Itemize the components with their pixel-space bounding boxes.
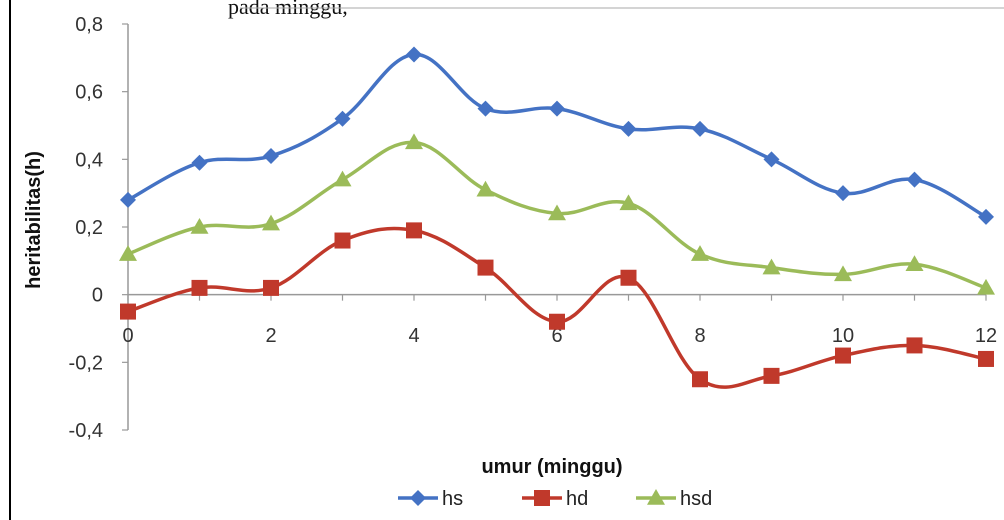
series-hd-point [477, 259, 494, 276]
series-hd-point [549, 313, 565, 330]
legend-label: hsd [680, 488, 712, 510]
x-tick-label: 2 [265, 325, 276, 347]
series-hs-point [978, 208, 994, 225]
y-tick-label: -0,2 [69, 352, 103, 374]
series-hs-point [120, 191, 136, 208]
series-hd-point [406, 222, 422, 239]
series-hsd-point [977, 278, 995, 295]
y-tick-label: 0,2 [75, 217, 103, 239]
y-tick-label: 0,8 [75, 14, 103, 36]
series-hd-point [906, 337, 923, 354]
series-hsd-point [762, 258, 781, 275]
header-fragment: pada minggu, [228, 0, 348, 19]
legend-item-hd: hd [522, 488, 588, 510]
legend-item-hs: hs [398, 488, 463, 510]
x-tick-labels: 0 2 4 6 8 10 12 [122, 325, 997, 347]
series-group [119, 46, 995, 389]
series-hsd-point [405, 133, 423, 150]
series-hsd-point [262, 214, 280, 231]
y-tick-label: 0,6 [75, 82, 103, 104]
series-hsd-point [333, 170, 352, 187]
legend-label: hd [566, 488, 588, 510]
x-tick-label: 8 [694, 325, 705, 347]
series-hs [120, 46, 994, 225]
series-hd-point [692, 371, 708, 388]
series-hd-point [620, 269, 637, 286]
series-hd-point [835, 347, 851, 364]
series-hsd [119, 133, 995, 295]
series-hsd-point [619, 194, 638, 211]
series-hs-point [692, 120, 708, 137]
series-hs-point [263, 147, 279, 164]
series-hsd-point [476, 180, 495, 197]
series-hs-line [127, 52, 987, 219]
series-hs-point [620, 120, 637, 137]
series-hs-point [191, 154, 208, 171]
series-hsd-point [119, 245, 137, 261]
legend: hs hd hsd [398, 488, 712, 510]
series-hsd-point [190, 218, 209, 234]
y-tick-label: 0 [92, 285, 103, 307]
series-hs-point [477, 100, 494, 117]
series-hd-point [978, 350, 994, 367]
series-hd-point [120, 303, 136, 320]
x-tick-label: 12 [975, 325, 997, 347]
y-axis-title: heritabilitas(h) [23, 151, 45, 289]
legend-label: hs [442, 488, 463, 510]
series-hs-point [406, 46, 422, 63]
x-tick-label: 10 [832, 325, 854, 347]
series-hsd-point [548, 204, 566, 221]
series-hs-point [835, 185, 851, 202]
legend-marker [647, 489, 665, 505]
series-hsd-point [691, 245, 709, 261]
series-hd-point [263, 279, 279, 296]
series-hs-point [906, 171, 923, 188]
series-hd-point [763, 367, 780, 384]
series-hs-point [549, 100, 565, 117]
x-tick-label: 0 [122, 325, 133, 347]
y-tick-labels: 0,8 0,6 0,4 0,2 0 -0,2 -0,4 [69, 14, 103, 442]
y-tick-label: 0,4 [75, 149, 103, 171]
legend-item-hsd: hsd [636, 488, 712, 510]
series-hd-line [127, 226, 987, 389]
x-axis-title: umur (minggu) [481, 456, 622, 478]
series-hd [120, 222, 994, 389]
legend-marker [410, 490, 426, 506]
y-tick-label: -0,4 [69, 420, 103, 442]
legend-marker [534, 490, 550, 506]
series-hd-point [191, 279, 208, 296]
series-hsd-point [905, 255, 924, 271]
series-hsd-point [834, 265, 852, 282]
x-tick-label: 4 [408, 325, 419, 347]
x-tick-label: 6 [551, 325, 562, 347]
series-hs-point [334, 110, 351, 127]
series-hs-point [763, 151, 780, 168]
series-hd-point [334, 232, 351, 249]
